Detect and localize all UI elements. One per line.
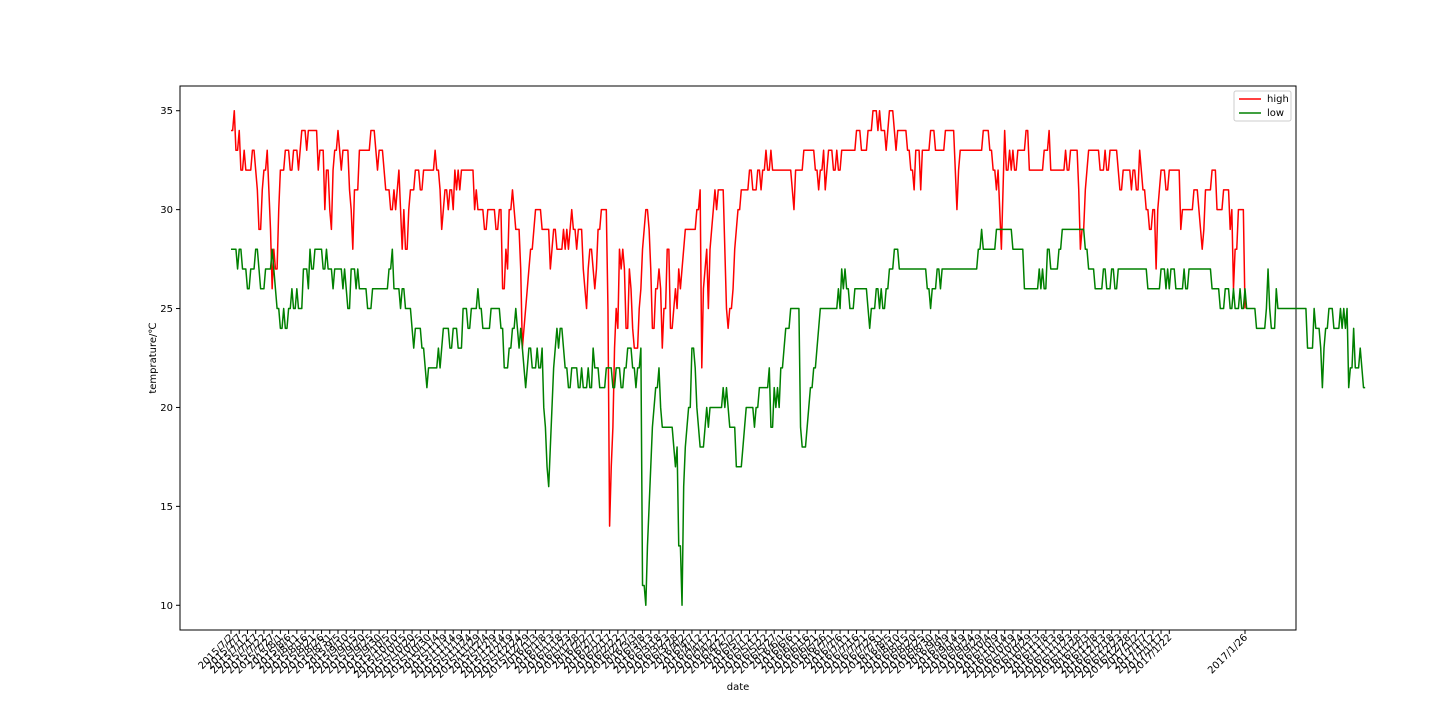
legend-low-label: low: [1267, 108, 1284, 119]
y-tick-label: 25: [160, 304, 173, 315]
legend: high low: [1233, 90, 1292, 122]
x-axis-ticks: 2015/7/22015/7/72015/7/122015/7/172015/7…: [197, 630, 1250, 681]
y-tick-label: 30: [160, 205, 173, 216]
y-axis-label: temprature/℃: [148, 322, 159, 393]
plot-area: [179, 85, 1297, 631]
y-tick-label: 10: [160, 601, 173, 612]
x-tick-label: 2017/1/26: [1206, 632, 1250, 676]
y-axis-ticks: 10 15 20 25 30 35: [160, 106, 180, 612]
legend-high-label: high: [1267, 94, 1289, 105]
series-layer: [231, 109, 1366, 607]
y-tick-label: 35: [160, 106, 173, 117]
series-line-high: [231, 109, 1246, 527]
x-axis-label: date: [727, 682, 750, 693]
series-line-low: [231, 228, 1366, 607]
y-tick-label: 20: [160, 403, 173, 414]
y-tick-label: 15: [160, 502, 173, 513]
